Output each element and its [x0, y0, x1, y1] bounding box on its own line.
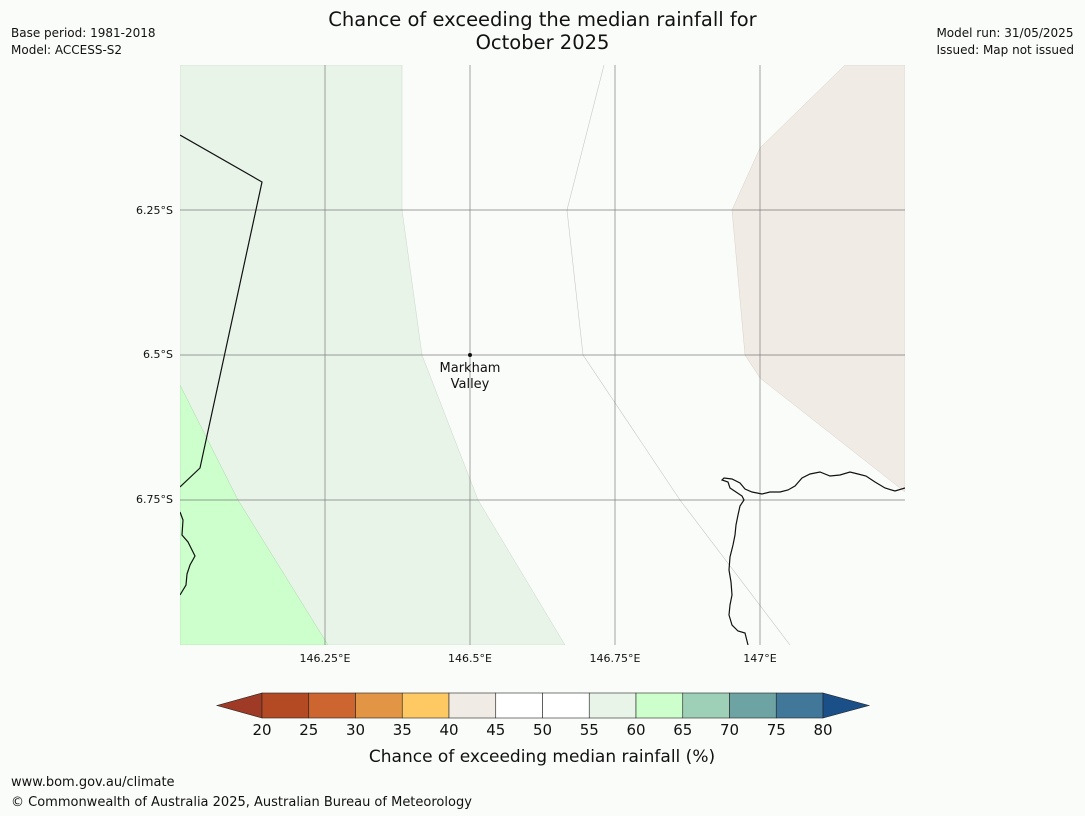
coastline-west — [180, 511, 196, 596]
colorbar-segment-70-75 — [729, 692, 777, 719]
meta-right: Model run: 31/05/2025 Issued: Map not is… — [936, 25, 1074, 59]
lon-label-147: 147°E — [743, 652, 776, 665]
colorbar-segment-25-30 — [308, 692, 356, 719]
lon-label-146-5: 146.5°E — [448, 652, 492, 665]
footer-url[interactable]: www.bom.gov.au/climate — [11, 775, 175, 790]
colorbar-tick-70: 70 — [720, 721, 739, 739]
place-label-line-1: Markham — [440, 361, 501, 376]
colorbar-tick-25: 25 — [299, 721, 318, 739]
colorbar-segment-65-70 — [682, 692, 730, 719]
colorbar-extend-high — [822, 692, 871, 719]
colorbar-segment-55-60 — [588, 692, 637, 719]
colorbar-label: Chance of exceeding median rainfall (%) — [369, 747, 715, 767]
colorbar — [215, 692, 871, 719]
colorbar-segment-60-65 — [635, 692, 684, 719]
map-panel[interactable] — [180, 65, 905, 645]
base-period-text: Base period: 1981-2018 — [11, 26, 156, 40]
colorbar-tick-40: 40 — [439, 721, 458, 739]
colorbar-segment-30-35 — [355, 692, 403, 719]
colorbar-segment-20-25 — [261, 692, 310, 719]
boundary-line — [180, 134, 263, 488]
model-run-text: Model run: 31/05/2025 — [936, 26, 1074, 40]
colorbar-tick-60: 60 — [626, 721, 645, 739]
markham-valley-marker — [468, 353, 472, 357]
lon-label-146-75: 146.75°E — [590, 652, 641, 665]
colorbar-segment-75-80 — [775, 692, 824, 719]
colorbar-tick-50: 50 — [533, 721, 552, 739]
gridlines — [180, 65, 905, 645]
meta-left: Base period: 1981-2018 Model: ACCESS-S2 — [11, 25, 156, 59]
colorbar-segment-40-45 — [448, 692, 497, 719]
coastline-east — [720, 471, 905, 645]
region-light-green — [180, 384, 329, 645]
colorbar-tick-30: 30 — [346, 721, 365, 739]
model-text: Model: ACCESS-S2 — [11, 43, 123, 57]
issued-text: Issued: Map not issued — [936, 43, 1074, 57]
colorbar-tick-45: 45 — [486, 721, 505, 739]
place-label-line-2: Valley — [451, 377, 490, 392]
footer-copyright: © Commonwealth of Australia 2025, Austra… — [11, 795, 472, 810]
colorbar-tick-20: 20 — [252, 721, 271, 739]
colorbar-extend-low — [215, 692, 263, 719]
lat-label-6-5: 6.5°S — [143, 348, 173, 361]
colorbar-tick-80: 80 — [813, 721, 832, 739]
map-title: Chance of exceeding the median rainfall … — [0, 8, 1085, 54]
colorbar-tick-55: 55 — [580, 721, 599, 739]
colorbar-segment-35-40 — [401, 692, 450, 719]
colorbar-tick-35: 35 — [393, 721, 412, 739]
title-line-1: Chance of exceeding the median rainfall … — [328, 8, 757, 31]
colorbar-tick-75: 75 — [767, 721, 786, 739]
lat-label-6-25: 6.25°S — [136, 204, 173, 217]
colorbar-ticks: 20 25 30 35 40 45 50 55 60 65 70 75 80 — [252, 721, 832, 739]
colorbar-segment-50-55 — [542, 692, 590, 719]
colorbar-tick-65: 65 — [673, 721, 692, 739]
lon-label-146-25: 146.25°E — [300, 652, 351, 665]
title-line-2: October 2025 — [475, 31, 610, 54]
lat-label-6-75: 6.75°S — [136, 493, 173, 506]
region-beige — [731, 65, 905, 493]
colorbar-segment-45-50 — [495, 692, 543, 719]
